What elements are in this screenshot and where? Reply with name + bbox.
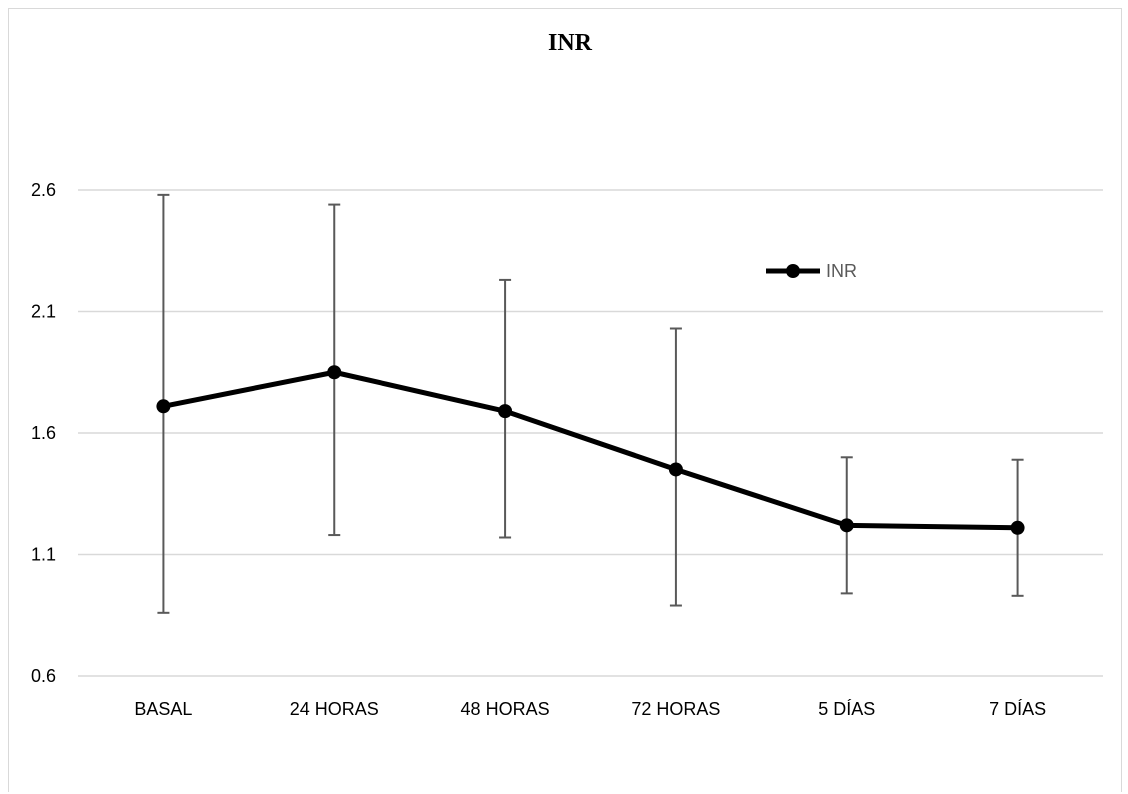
data-point: [668, 462, 683, 477]
legend-marker-icon: [786, 264, 800, 278]
chart-title: INR: [547, 30, 592, 56]
x-tick-label: 72 HORAS: [631, 699, 720, 719]
x-tick-label: 48 HORAS: [461, 699, 550, 719]
legend-label: INR: [826, 261, 857, 281]
y-tick-label: 1.1: [31, 545, 56, 565]
y-tick-label: 1.6: [31, 423, 56, 443]
x-tick-label: 7 DÍAS: [989, 699, 1046, 719]
y-tick-label: 2.1: [31, 302, 56, 322]
x-tick-label: 5 DÍAS: [818, 699, 875, 719]
data-point: [839, 518, 854, 533]
x-tick-label: BASAL: [134, 699, 192, 719]
series-line-inr: [162, 369, 1018, 531]
y-tick-label: 2.6: [31, 180, 56, 200]
data-point: [156, 399, 171, 414]
data-point: [498, 404, 513, 419]
data-point: [1010, 520, 1025, 535]
x-tick-label: 24 HORAS: [290, 699, 379, 719]
data-point: [327, 365, 342, 380]
y-tick-label: 0.6: [31, 666, 56, 686]
